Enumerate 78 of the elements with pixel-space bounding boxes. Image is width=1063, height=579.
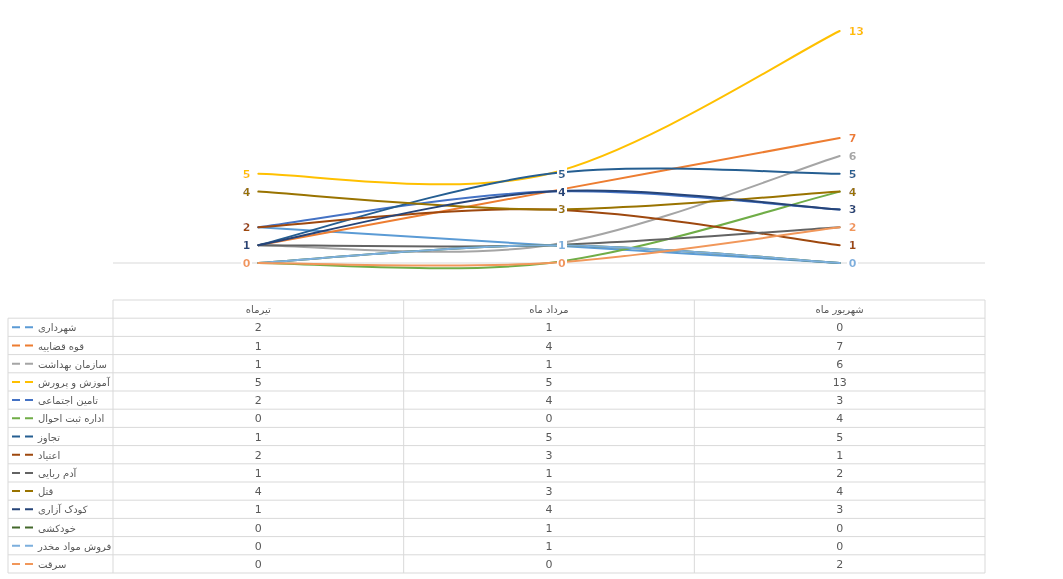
annotation: 5 bbox=[242, 167, 251, 181]
data-label: 5 bbox=[254, 375, 262, 389]
x-tick-label: مرداد ماه bbox=[529, 304, 569, 316]
data-label: 0 bbox=[254, 412, 262, 426]
annotation: 2 bbox=[848, 221, 857, 235]
data-label: 0 bbox=[836, 539, 844, 553]
data-label: 2 bbox=[254, 321, 262, 335]
legend-label: آدم ربایی bbox=[38, 466, 78, 479]
data-label: 1 bbox=[545, 466, 553, 480]
annotation: 4 bbox=[848, 185, 857, 199]
annotation: 1 bbox=[242, 239, 251, 253]
annotation: 3 bbox=[558, 203, 566, 217]
data-label: 2 bbox=[254, 448, 262, 462]
data-label: 6 bbox=[836, 357, 844, 371]
legend-label: قوه قضاییه bbox=[38, 340, 85, 352]
annotation: 4 bbox=[558, 185, 566, 199]
data-label: 4 bbox=[545, 339, 553, 353]
annotation: 0 bbox=[558, 257, 566, 270]
data-label: 7 bbox=[836, 339, 844, 353]
data-label: 1 bbox=[545, 539, 553, 553]
data-label: 4 bbox=[836, 485, 844, 499]
legend-label: قتل bbox=[38, 486, 54, 498]
annotation: 6 bbox=[848, 149, 857, 163]
annotation: 0 bbox=[242, 257, 251, 270]
data-label: 4 bbox=[545, 394, 553, 408]
legend-label: اداره ثبت احوال bbox=[38, 413, 105, 425]
data-label: 1 bbox=[254, 357, 262, 371]
data-label: 1 bbox=[254, 430, 262, 444]
annotation: 1 bbox=[848, 239, 857, 253]
data-label: 4 bbox=[254, 485, 262, 499]
data-label: 13 bbox=[832, 375, 847, 389]
data-label: 1 bbox=[545, 521, 553, 535]
data-label: 5 bbox=[545, 430, 553, 444]
legend-label: شهرداری bbox=[38, 322, 77, 335]
annotation: 5 bbox=[848, 167, 857, 181]
data-label: 3 bbox=[836, 394, 844, 408]
annotation: 7 bbox=[848, 132, 857, 146]
data-label: 4 bbox=[836, 412, 844, 426]
data-label: 1 bbox=[254, 339, 262, 353]
data-label: 1 bbox=[545, 321, 553, 335]
data-label: 3 bbox=[545, 485, 553, 499]
x-tick-label: تیرماه bbox=[245, 304, 272, 316]
legend-label: سرقت bbox=[38, 558, 67, 570]
data-label: 2 bbox=[836, 466, 844, 480]
data-label: 3 bbox=[545, 448, 553, 462]
annotation: 0 bbox=[848, 257, 857, 270]
data-label: 0 bbox=[545, 557, 553, 571]
legend-label: تامین اجتماعی bbox=[38, 395, 99, 407]
data-label: 0 bbox=[254, 521, 262, 535]
data-label: 1 bbox=[836, 448, 844, 462]
legend-label: خودکشی bbox=[38, 522, 76, 534]
data-label: 0 bbox=[836, 321, 844, 335]
data-label: 4 bbox=[545, 503, 553, 517]
legend-label: سازمان بهداشت bbox=[38, 358, 107, 371]
data-label: 0 bbox=[545, 412, 553, 426]
legend-label: تجاوز bbox=[37, 431, 61, 444]
legend-label: آموزش و پرورش bbox=[38, 375, 111, 389]
data-label: 0 bbox=[254, 539, 262, 553]
annotation: 4 bbox=[242, 185, 251, 199]
x-tick-label: شهریور ماه bbox=[815, 304, 864, 317]
data-label: 2 bbox=[254, 394, 262, 408]
data-label: 5 bbox=[836, 430, 844, 444]
legend-label: کودک آزاری bbox=[38, 503, 88, 516]
data-label: 5 bbox=[545, 375, 553, 389]
data-label: 1 bbox=[545, 357, 553, 371]
annotation: 2 bbox=[242, 221, 251, 235]
data-label: 0 bbox=[836, 521, 844, 535]
data-label: 1 bbox=[254, 503, 262, 517]
annotation: 5 bbox=[558, 167, 566, 181]
data-label: 2 bbox=[836, 557, 844, 571]
annotation: 1 bbox=[558, 239, 566, 253]
legend-label: فروش مواد مخدر bbox=[37, 540, 112, 553]
annotation: 13 bbox=[848, 25, 864, 38]
data-label: 1 bbox=[254, 466, 262, 480]
annotation: 3 bbox=[848, 203, 857, 217]
data-label: 3 bbox=[836, 503, 844, 517]
legend-label: اعتیاد bbox=[38, 449, 61, 461]
data-label: 0 bbox=[254, 557, 262, 571]
